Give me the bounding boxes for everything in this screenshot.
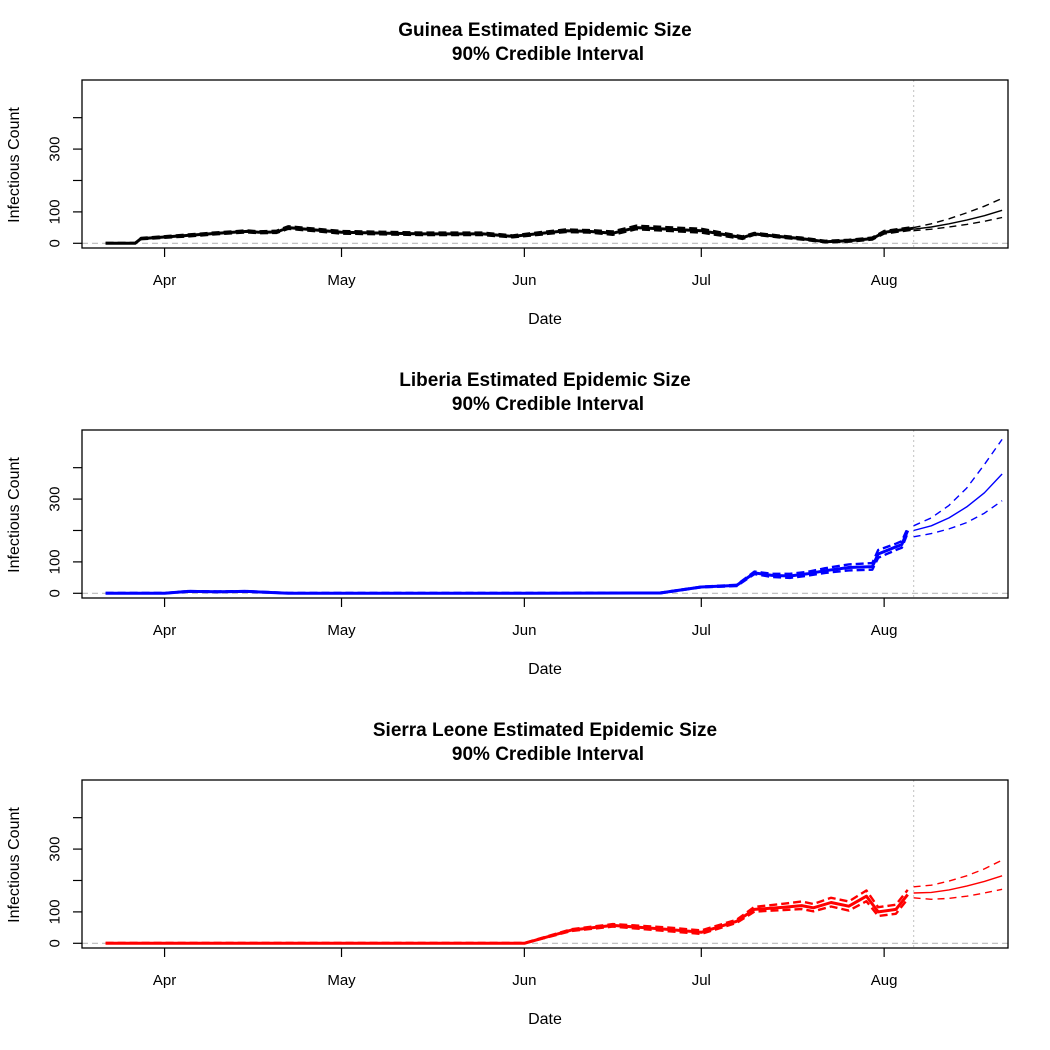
series-forecast-median <box>913 473 1003 532</box>
x-tick-label: May <box>327 972 356 989</box>
series-forecast-lower-90 <box>913 216 1003 232</box>
x-tick-label: Apr <box>153 622 176 639</box>
y-axis-label: Infectious Count <box>6 457 23 573</box>
x-tick-label: May <box>327 272 356 289</box>
x-tick-label: Aug <box>871 972 898 989</box>
series-lower-90 <box>105 227 914 245</box>
plot-frame <box>81 429 1009 599</box>
y-tick-label: 100 <box>47 899 64 924</box>
y-axis-label: Infectious Count <box>6 107 23 223</box>
chart-subtitle: 90% Credible Interval <box>452 394 644 415</box>
y-tick-label: 0 <box>47 239 64 247</box>
chart-guinea: Guinea Estimated Epidemic Size 90% Credi… <box>6 20 1009 328</box>
series-forecast-upper-90 <box>913 859 1003 888</box>
x-axis-label: Date <box>528 661 562 678</box>
series-upper-90 <box>105 889 909 945</box>
chart-title: Sierra Leone Estimated Epidemic Size <box>373 720 717 741</box>
chart-subtitle: 90% Credible Interval <box>452 744 644 765</box>
series-forecast-median <box>913 209 1003 230</box>
y-tick-label: 0 <box>47 589 64 597</box>
y-axis-label: Infectious Count <box>6 807 23 923</box>
chart-subtitle: 90% Credible Interval <box>452 44 644 65</box>
series-lower-90 <box>105 898 909 945</box>
plot-area: 0 100 300 Apr May Jun Jul Aug <box>47 779 1009 989</box>
chart-liberia: Liberia Estimated Epidemic Size 90% Cred… <box>6 370 1009 678</box>
y-tick-label: 0 <box>47 939 64 947</box>
x-tick-label: Jul <box>692 972 711 989</box>
series-forecast-lower-90 <box>913 888 1003 900</box>
x-tick-label: May <box>327 622 356 639</box>
y-tick-label: 100 <box>47 549 64 574</box>
x-tick-label: Apr <box>153 272 176 289</box>
series-forecast-upper-90 <box>913 197 1003 229</box>
series-lower-90 <box>105 532 909 595</box>
x-tick-label: Jun <box>512 622 536 639</box>
x-axis-label: Date <box>528 1011 562 1028</box>
chart-title: Liberia Estimated Epidemic Size <box>399 370 690 391</box>
x-tick-label: Jul <box>692 272 711 289</box>
chart-title: Guinea Estimated Epidemic Size <box>398 20 692 41</box>
y-tick-label: 300 <box>47 837 64 862</box>
x-tick-label: Jun <box>512 972 536 989</box>
series-upper-90 <box>105 224 914 245</box>
plot-frame <box>81 79 1009 249</box>
series-forecast-lower-90 <box>913 500 1003 538</box>
series-forecast-median <box>913 875 1003 894</box>
chart-sierra-leone: Sierra Leone Estimated Epidemic Size 90%… <box>6 720 1009 1028</box>
x-tick-label: Jun <box>512 272 536 289</box>
x-tick-label: Apr <box>153 972 176 989</box>
y-tick-label: 300 <box>47 137 64 162</box>
x-tick-label: Jul <box>692 622 711 639</box>
x-tick-label: Aug <box>871 272 898 289</box>
series-forecast-upper-90 <box>913 438 1003 527</box>
y-tick-label: 300 <box>47 487 64 512</box>
plot-area: 0 100 300 Apr May Jun Jul Aug <box>47 79 1009 289</box>
x-tick-label: Aug <box>871 622 898 639</box>
x-axis-label: Date <box>528 311 562 328</box>
plot-frame <box>81 779 1009 949</box>
y-tick-label: 100 <box>47 199 64 224</box>
plot-area: 0 100 300 Apr May Jun Jul Aug <box>47 429 1009 639</box>
